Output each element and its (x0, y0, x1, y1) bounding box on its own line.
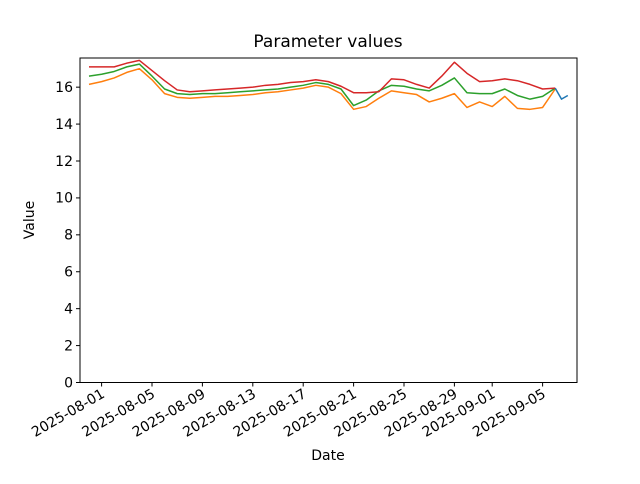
x-axis-label: Date (311, 448, 344, 464)
y-tick-label: 16 (55, 80, 73, 96)
series-red-line (89, 59, 556, 94)
chart-series (88, 59, 569, 111)
chart-title: Parameter values (253, 32, 402, 52)
y-axis-ticks: 0 2 4 6 8 10 12 14 16 (55, 80, 80, 391)
axes-box (79, 57, 578, 383)
y-tick-label: 8 (64, 228, 73, 244)
y-tick-label: 4 (64, 301, 73, 317)
y-tick-label: 14 (55, 117, 73, 133)
y-tick-label: 2 (64, 338, 73, 354)
y-tick-label: 10 (55, 191, 73, 207)
y-tick-label: 12 (55, 154, 73, 170)
series-green-line (88, 63, 556, 107)
series-blue-line (554, 87, 569, 100)
y-tick-label: 6 (64, 265, 73, 281)
series-orange-line (88, 67, 556, 111)
y-tick-label: 0 (64, 375, 73, 391)
y-axis-label: Value (22, 201, 38, 239)
